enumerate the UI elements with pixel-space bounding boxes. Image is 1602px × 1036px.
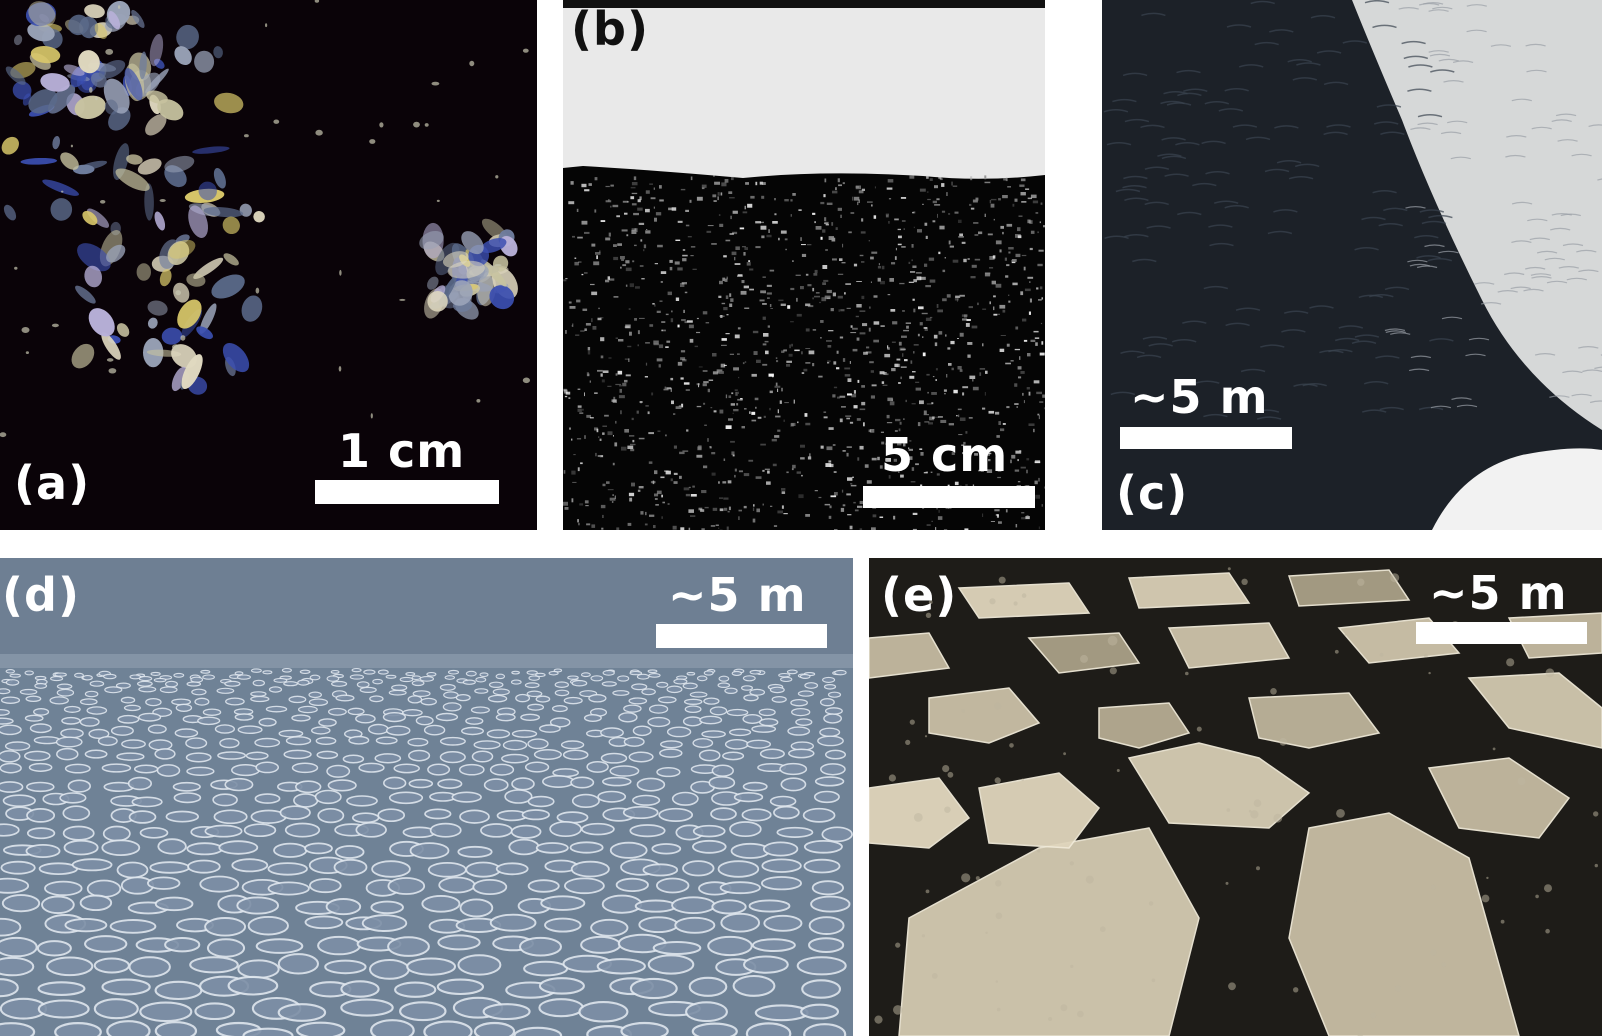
panel-label-c: (c) <box>1116 466 1189 520</box>
scale-bar-e <box>1416 622 1587 644</box>
panel-label-e: (e) <box>881 568 958 622</box>
scale-bar-label-d: ~5 m <box>668 568 807 622</box>
panel-b: (b) 5 cm <box>563 0 1045 530</box>
sea-surface-image <box>1103 0 1602 530</box>
panel-label-a: (a) <box>14 456 91 510</box>
panel-label-b: (b) <box>571 2 649 56</box>
panel-a: 1 cm (a) <box>0 0 537 530</box>
scale-bar-a <box>315 480 499 504</box>
grease-ice-image <box>563 0 1045 530</box>
scale-bar-b <box>863 486 1035 508</box>
panel-d: (d) ~5 m <box>0 558 853 1036</box>
scale-bar-c <box>1120 427 1292 449</box>
panel-e: (e) ~5 m <box>869 558 1602 1036</box>
scale-bar-label-b: 5 cm <box>881 428 1009 482</box>
pancake-ice-image <box>0 558 853 1036</box>
scale-bar-label-e: ~5 m <box>1429 566 1568 620</box>
scale-bar-label-c: ~5 m <box>1130 370 1269 424</box>
frazil-crystals-image <box>0 0 531 438</box>
panel-c: ~5 m (c) <box>1102 0 1602 530</box>
scale-bar-d <box>656 624 827 648</box>
panel-label-d: (d) <box>2 568 80 622</box>
scale-bar-label-a: 1 cm <box>338 424 466 478</box>
